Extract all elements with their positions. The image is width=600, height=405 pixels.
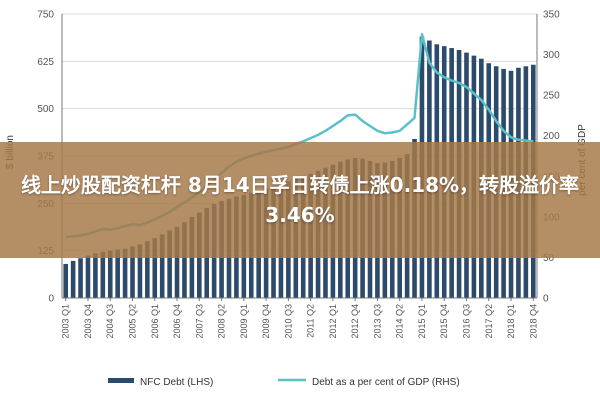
bar-nfc-debt [78, 258, 83, 298]
x-axis-ticks: 2003 Q1 2003 Q4 2004 Q3 2005 Q2 2006 Q1 2006 … [61, 298, 538, 339]
x-tick-label: 2006 Q1 [150, 304, 160, 339]
bar-nfc-debt [182, 222, 187, 298]
bar-nfc-debt [122, 248, 128, 298]
right-tick-label: 350 [543, 10, 560, 21]
bar-nfc-debt [63, 263, 69, 298]
bar-nfc-debt [70, 260, 76, 298]
x-tick-label: 2005 Q2 [128, 304, 138, 339]
x-tick-label: 2003 Q4 [83, 304, 93, 339]
right-tick-label: 0 [543, 294, 549, 305]
x-tick-label: 2009 Q4 [261, 304, 271, 339]
left-tick-label: 0 [48, 294, 54, 305]
bar-nfc-debt [93, 253, 98, 298]
legend-swatch-nfc-debt [108, 378, 134, 383]
headline-banner: 线上炒股配资杠杆 8月14日孚日转债上涨0.18%，转股溢价率3.46% [0, 142, 600, 258]
x-tick-label: 2015 Q4 [439, 304, 449, 339]
left-tick-label: 500 [37, 104, 54, 115]
right-tick-label: 300 [543, 50, 560, 61]
left-tick-label: 625 [37, 57, 54, 68]
legend: NFC Debt (LHS) Debt as a per cent of GDP… [108, 377, 460, 388]
x-tick-label: 2015 Q1 [417, 304, 427, 339]
x-tick-label: 2016 Q3 [462, 304, 472, 339]
x-tick-label: 2018 Q1 [506, 304, 516, 339]
legend-label-debt-gdp: Debt as a per cent of GDP (RHS) [312, 377, 460, 388]
bar-nfc-debt [152, 238, 158, 298]
right-tick-label: 50 [543, 253, 555, 264]
x-tick-label: 2017 Q2 [484, 304, 494, 339]
right-tick-label: 250 [543, 91, 560, 102]
x-tick-label: 2012 Q4 [350, 304, 360, 339]
x-tick-label: 2012 Q1 [328, 304, 338, 339]
bar-nfc-debt [174, 226, 180, 298]
x-tick-label: 2006 Q4 [172, 304, 182, 339]
bar-nfc-debt [85, 255, 91, 298]
bar-nfc-debt [107, 250, 113, 298]
bar-nfc-debt [137, 244, 143, 298]
x-tick-label: 2007 Q3 [194, 304, 204, 339]
bar-nfc-debt [159, 234, 165, 298]
left-tick-label: 750 [37, 10, 54, 21]
bar-nfc-debt [100, 251, 106, 298]
right-tick-label: 200 [543, 131, 560, 142]
x-tick-label: 2010 Q3 [283, 304, 293, 339]
bar-nfc-debt [115, 249, 120, 298]
headline-text: 线上炒股配资杠杆 8月14日孚日转债上涨0.18%，转股溢价率3.46% [20, 173, 580, 227]
x-tick-label: 2004 Q3 [105, 304, 115, 339]
x-tick-label: 2008 Q2 [217, 304, 227, 339]
x-tick-label: 2014 Q2 [395, 304, 405, 339]
legend-label-nfc-debt: NFC Debt (LHS) [140, 377, 213, 388]
bar-nfc-debt [130, 246, 135, 298]
x-tick-label: 2018 Q4 [528, 304, 538, 339]
x-tick-label: 2011 Q2 [306, 304, 316, 338]
bar-nfc-debt [145, 241, 150, 298]
bar-nfc-debt [167, 230, 172, 298]
x-tick-label: 2013 Q3 [372, 304, 382, 339]
x-tick-label: 2003 Q1 [61, 304, 71, 339]
x-tick-label: 2009 Q1 [239, 304, 249, 339]
